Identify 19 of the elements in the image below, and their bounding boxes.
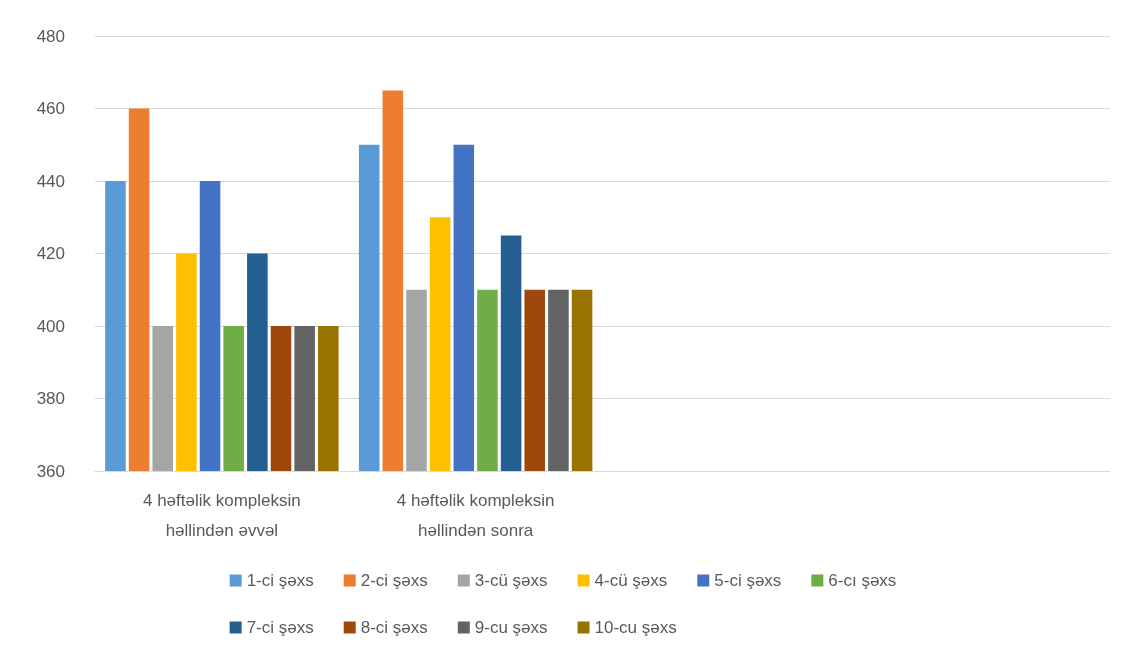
y-tick-label: 380	[36, 389, 65, 408]
legend-label: 10-cu şəxs	[594, 618, 677, 637]
y-tick-label: 460	[36, 99, 65, 118]
legend-label: 7-ci şəxs	[246, 618, 314, 637]
legend-label: 1-ci şəxs	[246, 571, 314, 590]
legend-label: 9-cu şəxs	[474, 618, 548, 637]
y-tick-label: 440	[36, 171, 65, 191]
x-tick-label: 4 həftəlik kompleksin həllindən sonra	[396, 490, 555, 540]
legend-label: 3-cü şəxs	[474, 571, 548, 590]
y-tick-label: 400	[36, 316, 65, 336]
legend-label: 4-cü şəxs	[594, 571, 668, 590]
legend-label: 8-ci şəxs	[360, 618, 428, 637]
legend-label: 5-ci şəxs	[714, 571, 782, 590]
legend-label: 6-cı şəxs	[828, 571, 897, 590]
x-tick-label: 4 həftəlik kompleksin həllindən əvvəl	[142, 490, 301, 540]
legend-label: 2-ci şəxs	[360, 571, 428, 590]
y-tick-label: 360	[36, 461, 65, 481]
y-tick-label: 420	[36, 244, 65, 263]
y-tick-label: 480	[36, 26, 65, 46]
